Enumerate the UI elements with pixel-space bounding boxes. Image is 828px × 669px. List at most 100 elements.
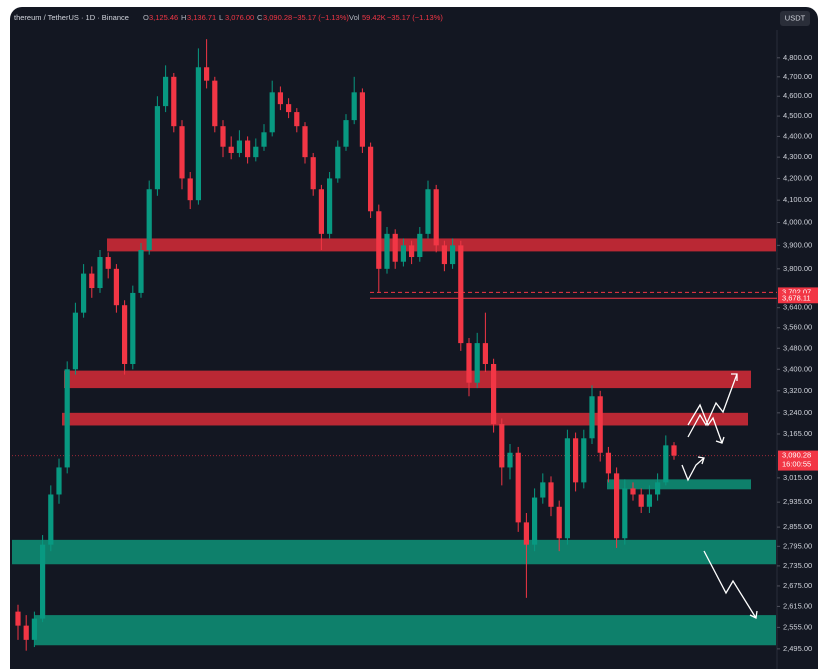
arrow-breakdown — [703, 550, 757, 619]
y-tick-label: 4,400.00 — [783, 131, 812, 140]
candle-body — [359, 92, 365, 147]
candle-body — [343, 120, 349, 147]
candle-body — [245, 140, 251, 158]
candle-body — [614, 473, 620, 539]
candle-body — [302, 126, 308, 158]
candle-body — [532, 497, 538, 545]
candle-body — [573, 438, 579, 483]
zones — [12, 238, 776, 646]
candle-body — [15, 611, 21, 626]
candle-body — [236, 140, 242, 153]
candle-body — [368, 146, 374, 212]
level-label: 3,702.07 — [782, 287, 811, 296]
arrow-head — [731, 373, 738, 381]
ohlc-value: 3,090.28 — [263, 13, 292, 22]
candle-body — [228, 146, 234, 153]
candle-body — [204, 67, 210, 81]
candle-body — [630, 488, 636, 495]
ohlc-key: H — [181, 13, 186, 22]
candle-body — [294, 112, 300, 127]
zone — [107, 238, 776, 252]
candle-body — [499, 424, 505, 468]
levels — [12, 291, 777, 457]
candles — [15, 39, 677, 651]
candle-body — [318, 189, 324, 234]
level-label: 3,678.11 — [782, 293, 811, 302]
candle-body — [64, 369, 70, 468]
y-tick-label: 4,300.00 — [783, 152, 812, 161]
candle-body — [23, 625, 29, 640]
y-tick-label: 3,560.00 — [783, 323, 812, 332]
y-tick-label: 4,800.00 — [783, 53, 812, 62]
candle-body — [269, 92, 275, 133]
candle-body — [163, 76, 169, 107]
candle-body — [146, 189, 152, 251]
candle-body — [286, 104, 292, 113]
candle-body — [97, 257, 103, 289]
vol-change: −35.17 (−1.13%) — [387, 13, 443, 22]
y-tick-label: 4,100.00 — [783, 195, 812, 204]
candle-body — [187, 178, 193, 201]
candle-body — [277, 92, 283, 105]
zone — [12, 539, 776, 565]
y-tick-label: 2,935.00 — [783, 497, 812, 506]
candle-body — [458, 245, 464, 344]
zone — [35, 615, 776, 646]
y-tick-label: 4,500.00 — [783, 111, 812, 120]
candle-body — [384, 233, 390, 269]
candle-body — [589, 396, 595, 439]
candle-body — [253, 146, 259, 158]
candle-body — [351, 92, 357, 121]
last-price-tag — [778, 450, 818, 471]
candle-body — [179, 126, 185, 179]
candle-body — [310, 157, 316, 190]
vol-value: 59.42K — [362, 13, 386, 22]
candle-body — [638, 494, 644, 507]
zone — [64, 370, 751, 389]
arrow-down — [687, 403, 723, 444]
y-tick-label: 3,165.00 — [783, 429, 812, 438]
y-tick-label: 2,615.00 — [783, 601, 812, 610]
candle-body — [671, 445, 677, 456]
candle-body — [56, 467, 62, 495]
arrow-up — [687, 373, 738, 438]
y-tick-label: 3,400.00 — [783, 364, 812, 373]
currency-label: USDT — [785, 13, 806, 22]
y-tick-label: 2,795.00 — [783, 541, 812, 550]
countdown: 16:00:55 — [782, 460, 811, 469]
level-tag — [778, 287, 818, 298]
candle-body — [392, 233, 398, 262]
ohlc-value: 3,125.46 — [149, 13, 178, 22]
candle-body — [220, 126, 226, 147]
arrow-head — [749, 610, 758, 619]
ohlc-key: L — [219, 13, 223, 22]
candle-body — [195, 67, 201, 201]
candle-body — [400, 245, 406, 262]
candle-body — [376, 211, 382, 269]
ohlc-value: 3,076.00 — [225, 13, 254, 22]
candle-body — [491, 364, 497, 425]
candle-body — [105, 257, 111, 269]
y-tick-label: 2,675.00 — [783, 581, 812, 590]
candle-body — [40, 544, 46, 619]
y-tick-label: 3,900.00 — [783, 240, 812, 249]
ohlc-key: O — [143, 13, 149, 22]
currency-button[interactable] — [780, 11, 810, 26]
candle-body — [548, 482, 554, 507]
candle-body — [564, 438, 570, 539]
candle-body — [31, 618, 37, 640]
arrow-head — [697, 456, 705, 465]
zone — [62, 412, 748, 426]
y-tick-label: 2,495.00 — [783, 644, 812, 653]
candle-body — [72, 312, 78, 370]
candle-body — [474, 343, 480, 383]
y-tick-label: 2,735.00 — [783, 561, 812, 570]
arrow-bounce — [681, 457, 705, 482]
y-tick-label: 3,240.00 — [783, 408, 812, 417]
y-tick-label: 3,320.00 — [783, 386, 812, 395]
vol-key: Vol — [349, 13, 360, 22]
candle-body — [327, 178, 333, 234]
y-tick-label: 3,640.00 — [783, 303, 812, 312]
candle-body — [130, 292, 136, 365]
